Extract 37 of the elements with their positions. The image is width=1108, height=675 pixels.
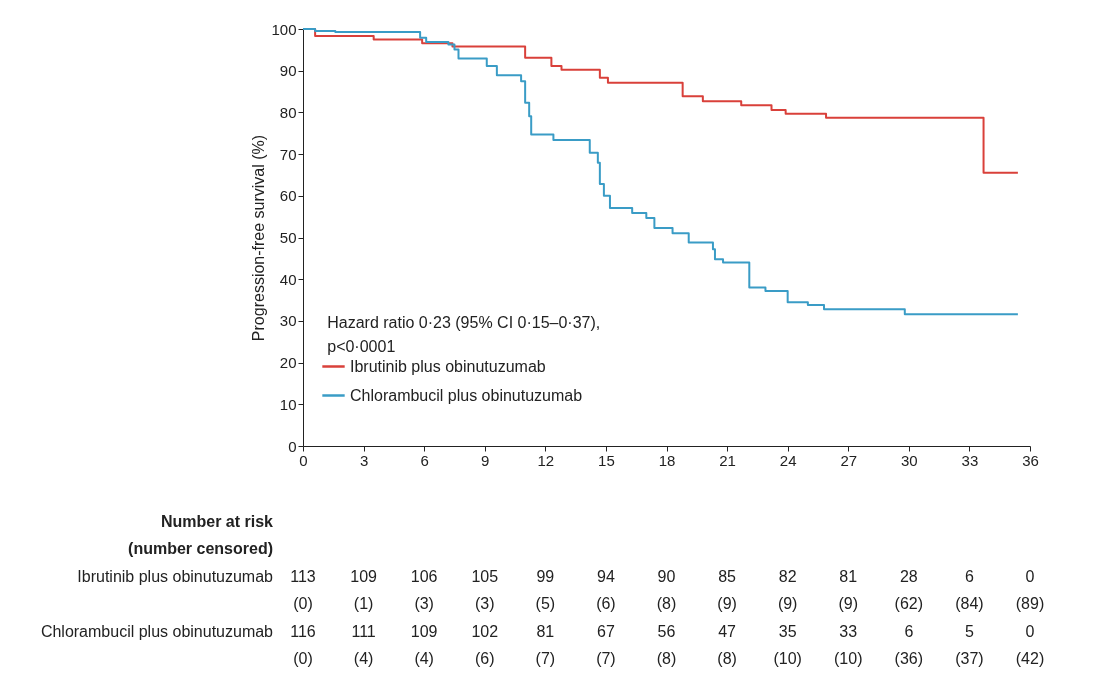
x-tick-label: 21 (719, 451, 736, 469)
y-tick-label: 60 (279, 187, 297, 205)
y-tick-label: 90 (279, 62, 297, 80)
x-tick-label: 33 (961, 451, 979, 469)
x-tick-label: 6 (420, 451, 429, 469)
x-tick-label: 9 (481, 451, 490, 469)
y-tick-label: 20 (279, 354, 297, 372)
y-tick-label: 100 (271, 20, 297, 38)
text: 116 111 109 102 81 67 56 47 35 33 6 5 0 (290, 622, 1035, 640)
text: (0) (1) (3) (3) (5) (6) (8) (9) (9) (9) (62) (84) (89) (293, 595, 1045, 613)
text: (0) (4) (4) (6) (7) (7) (8) (8) (10) (10) (36) (37) (42) (293, 650, 1045, 668)
text: Chlorambucil plus obinutuzumab (40, 622, 273, 640)
annotation: p<0·0001 (327, 337, 396, 355)
x-tick-label: 24 (779, 451, 797, 469)
y-tick-label: 70 (279, 145, 297, 163)
x-tick-label: 30 (900, 451, 918, 469)
x-tick-label: 18 (658, 451, 676, 469)
text: Ibrutinib plus obinutuzumab (77, 567, 273, 585)
x-tick-label: 3 (359, 451, 369, 469)
annotation: Hazard ratio 0·23 (95% CI 0·15–0·37), (327, 313, 601, 331)
x-tick-label: 15 (598, 451, 615, 469)
y-tick-label: 30 (279, 312, 297, 330)
text: 113 109 106 105 99 94 90 85 82 81 28 6 0 (290, 567, 1035, 585)
x-tick-label: 36 (1022, 451, 1039, 469)
y-tick-label: 10 (279, 395, 297, 413)
legend-label: Chlorambucil plus obinutuzumab (350, 386, 583, 404)
y-tick-label: 40 (279, 270, 297, 288)
legend-label: Ibrutinib plus obinutuzumab (350, 357, 546, 375)
x-tick-label: 12 (537, 451, 555, 469)
x-tick-label: 0 (299, 451, 308, 469)
y-axis-title: Progression-free survival (%) (250, 134, 268, 342)
y-tick-label: 0 (288, 437, 297, 455)
y-tick-label: 50 (279, 229, 297, 246)
x-tick-label: 27 (840, 451, 858, 469)
y-tick-label: 80 (279, 103, 297, 121)
text: (number censored) (128, 540, 273, 558)
text: Number at risk (160, 512, 274, 530)
